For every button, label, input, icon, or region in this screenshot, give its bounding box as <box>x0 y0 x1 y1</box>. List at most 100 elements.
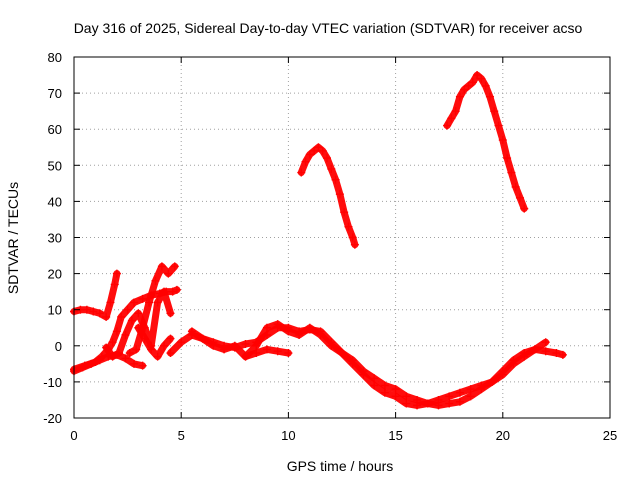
data-point <box>348 233 357 242</box>
data-point <box>220 345 229 354</box>
y-tick-label: 40 <box>48 194 62 209</box>
data-point <box>370 374 379 383</box>
data-point <box>477 381 486 390</box>
gridlines <box>74 57 610 418</box>
data-point <box>153 298 162 307</box>
data-point <box>252 341 261 350</box>
y-tick-label: -20 <box>43 411 62 426</box>
data-point <box>380 381 389 390</box>
data-point <box>138 361 147 370</box>
series-arc-1 <box>70 269 121 321</box>
data-point <box>134 309 143 318</box>
data-point <box>511 182 520 191</box>
data-point <box>338 349 346 358</box>
data-point <box>177 338 186 347</box>
data-point <box>434 395 443 404</box>
series-arc-5 <box>125 262 179 358</box>
data-point <box>443 121 452 130</box>
data-point <box>494 121 503 130</box>
data-point <box>166 309 175 318</box>
data-point <box>273 347 282 356</box>
data-point <box>157 262 166 271</box>
data-point <box>241 339 250 348</box>
x-tick-label: 5 <box>178 428 185 443</box>
data-point <box>166 334 175 343</box>
data-point <box>530 345 539 354</box>
data-point <box>558 350 567 359</box>
data-point <box>314 143 323 152</box>
data-point <box>95 309 104 318</box>
data-point <box>117 312 126 321</box>
data-point <box>160 287 169 296</box>
axis-ticks <box>73 56 611 419</box>
data-point <box>284 349 293 358</box>
data-point <box>503 154 512 163</box>
data-point <box>327 164 336 173</box>
data-point <box>340 208 349 217</box>
data-point <box>318 146 327 155</box>
data-point <box>322 154 331 163</box>
x-tick-label: 15 <box>388 428 402 443</box>
y-tick-label: 30 <box>48 231 62 246</box>
data-point <box>147 345 156 354</box>
data-point <box>541 347 550 356</box>
data-point <box>481 81 490 90</box>
data-point <box>344 222 353 231</box>
data-point <box>145 298 154 307</box>
data-point <box>445 392 454 401</box>
x-axis-label: GPS time / hours <box>287 458 394 474</box>
data-point <box>160 341 169 350</box>
y-tick-label: 60 <box>48 122 62 137</box>
data-point <box>305 323 314 332</box>
data-point <box>132 345 141 354</box>
data-point <box>350 240 359 249</box>
y-tick-label: 80 <box>48 50 62 65</box>
y-axis-label: SDTVAR / TECUs <box>5 182 21 294</box>
data-point <box>91 358 100 367</box>
data-point <box>170 262 179 271</box>
data-point <box>473 71 482 80</box>
data-point <box>297 168 306 177</box>
data-point <box>295 330 304 339</box>
data-point <box>130 298 139 307</box>
data-point <box>380 388 389 397</box>
data-point <box>80 361 89 370</box>
data-point <box>112 269 121 278</box>
data-point <box>445 399 454 408</box>
data-point <box>359 367 368 376</box>
data-point <box>466 392 475 401</box>
chart-title: Day 316 of 2025, Sidereal Day-to-day VTE… <box>74 20 583 36</box>
x-tick-label: 20 <box>496 428 510 443</box>
data-point <box>507 168 516 177</box>
data-point <box>455 92 464 101</box>
data-point <box>541 338 550 347</box>
y-tick-label: 20 <box>48 267 62 282</box>
data-point <box>464 81 473 90</box>
series-trace <box>134 324 174 361</box>
y-tick-label: 70 <box>48 86 62 101</box>
tick-labels: 0 5 10 15 20 25 -20 -10 0 10 20 30 40 50 60 70 80 <box>43 50 617 443</box>
data-point <box>316 330 325 339</box>
data-point <box>370 381 379 390</box>
data-point <box>447 114 456 123</box>
x-tick-label: 25 <box>603 428 617 443</box>
data-point <box>455 397 464 406</box>
data-point <box>209 341 218 350</box>
data-point <box>391 385 400 394</box>
data-point <box>140 334 149 343</box>
data-point <box>305 150 314 159</box>
data-point <box>198 334 207 343</box>
data-point <box>108 352 117 361</box>
series-arc-9 <box>241 320 550 408</box>
data-point <box>348 356 357 365</box>
data-point <box>134 323 143 332</box>
y-tick-label: 0 <box>55 339 62 354</box>
data-point <box>331 175 340 184</box>
data-point <box>498 136 507 145</box>
data-point <box>123 305 132 314</box>
data-point <box>455 388 464 397</box>
data-point <box>515 193 524 202</box>
data-point <box>423 399 432 408</box>
data-point <box>402 392 411 401</box>
data-point <box>468 78 477 87</box>
